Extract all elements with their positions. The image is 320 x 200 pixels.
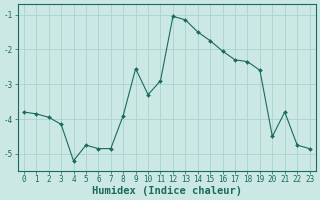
X-axis label: Humidex (Indice chaleur): Humidex (Indice chaleur): [92, 186, 242, 196]
